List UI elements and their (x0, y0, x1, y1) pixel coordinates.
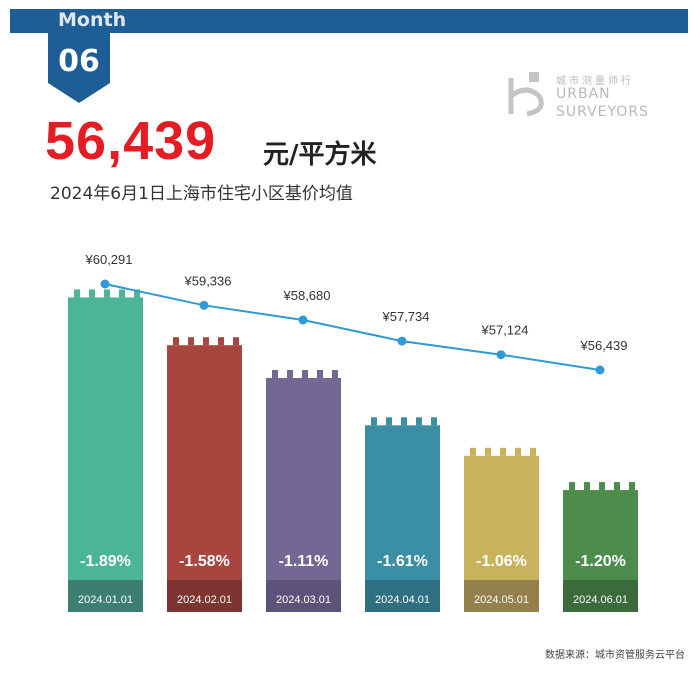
price-label: ¥58,680 (283, 288, 331, 303)
trend-point (496, 350, 506, 360)
headline-unit: 元/平方米 (263, 140, 377, 170)
date-label: 2024.01.01 (78, 594, 133, 606)
price-label: ¥57,124 (481, 323, 529, 338)
change-percent: -1.61% (377, 553, 428, 570)
headline-price: 56,439 (45, 111, 217, 171)
trend-point (298, 315, 308, 325)
change-percent: -1.89% (80, 553, 131, 570)
bar (365, 425, 440, 580)
change-percent: -1.58% (179, 553, 230, 570)
bar (167, 345, 242, 580)
date-label-box (266, 580, 341, 612)
urban-surveyors-logo (508, 72, 544, 117)
change-percent: -1.20% (575, 553, 626, 570)
bar-top-decor (371, 417, 437, 426)
bar (464, 455, 539, 580)
bars: 2024.01.01 -1.89% 2024.02.01 -1.58% 2024.03.… (68, 289, 638, 612)
date-label: 2024.06.01 (573, 594, 628, 606)
price-label: ¥57,734 (382, 309, 430, 324)
logo-english-line1: URBAN (556, 86, 611, 102)
date-label: 2024.02.01 (177, 594, 232, 606)
price-label: ¥56,439 (580, 338, 628, 353)
month-label: Month (58, 9, 127, 31)
logo-chinese-name: 城市测量师行 (556, 76, 634, 87)
month-badge (48, 33, 110, 103)
date-label: 2024.04.01 (375, 594, 430, 606)
logo-english-line2: SURVEYORS (556, 104, 649, 120)
date-label-box (68, 580, 143, 612)
data-source: 数据来源：城市资管服务云平台 (545, 650, 685, 661)
bar (563, 490, 638, 580)
bar (68, 297, 143, 580)
month-number: 06 (58, 44, 100, 79)
date-label-box (167, 580, 242, 612)
bar-top-decor (74, 289, 140, 298)
bar-top-decor (173, 337, 239, 346)
bar-top-decor (272, 370, 338, 378)
trend-point (100, 279, 110, 289)
change-percent: -1.06% (476, 553, 527, 570)
bar-top-decor (569, 482, 635, 491)
trend-point (397, 336, 407, 346)
date-label-box (365, 580, 440, 612)
bar (266, 378, 341, 580)
date-label: 2024.05.01 (474, 594, 529, 606)
bar-top-decor (470, 447, 536, 456)
date-label-box (464, 580, 539, 612)
change-percent: -1.11% (279, 553, 329, 570)
subtitle: 2024年6月1日上海市住宅小区基价均值 (50, 184, 353, 204)
date-label: 2024.03.01 (276, 594, 331, 606)
header-bar (10, 9, 688, 33)
trend-line (104, 283, 601, 371)
trend-point (199, 300, 209, 310)
price-label: ¥59,336 (184, 273, 232, 288)
trend-point (595, 365, 605, 375)
date-label-box (563, 580, 638, 612)
price-label: ¥60,291 (85, 252, 133, 267)
